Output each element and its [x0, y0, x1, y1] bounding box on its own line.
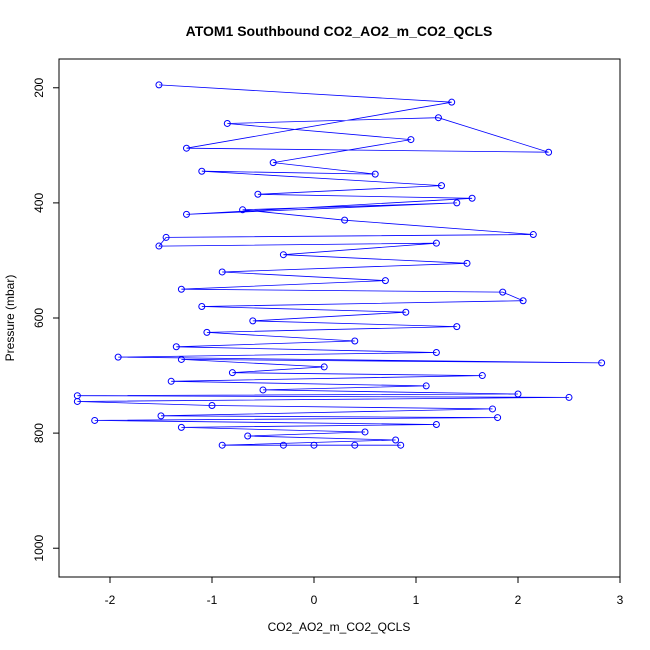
data-point — [223, 119, 231, 127]
data-point — [155, 81, 163, 89]
data-point — [371, 170, 379, 178]
data-point — [172, 343, 180, 351]
y-tick-label: 1000 — [32, 535, 46, 562]
data-point — [254, 190, 262, 198]
data-point — [402, 308, 410, 316]
data-point — [162, 233, 170, 241]
data-point — [407, 136, 415, 144]
data-point — [519, 297, 527, 305]
y-axis-label: Pressure (mbar) — [3, 275, 17, 362]
data-point — [494, 414, 502, 422]
data-point — [392, 436, 400, 444]
chart-title: ATOM1 Southbound CO2_AO2_m_CO2_QCLS — [186, 23, 493, 39]
data-point — [499, 288, 507, 296]
data-point — [91, 416, 99, 424]
y-axis: 200 400 600 800 1000 — [32, 77, 60, 562]
data-point — [468, 194, 476, 202]
data-point — [565, 393, 573, 401]
x-axis-label: CO2_AO2_m_CO2_QCLS — [268, 620, 411, 634]
data-point — [397, 441, 405, 449]
x-tick-label: 3 — [617, 593, 624, 607]
data-point — [463, 259, 471, 267]
data-point — [514, 390, 522, 398]
data-point — [279, 251, 287, 259]
data-point — [157, 412, 165, 420]
data-point — [167, 377, 175, 385]
data-point — [73, 397, 81, 405]
data-point — [218, 441, 226, 449]
data-point — [208, 401, 216, 409]
data-point — [177, 285, 185, 293]
series-layer — [73, 81, 606, 449]
data-point — [361, 428, 369, 436]
y-tick-label: 600 — [32, 308, 46, 328]
data-point — [432, 420, 440, 428]
data-point — [259, 386, 267, 394]
data-point — [269, 159, 277, 167]
data-point — [320, 363, 328, 371]
data-point — [351, 441, 359, 449]
data-point — [545, 148, 553, 156]
data-point — [183, 144, 190, 152]
y-tick-label: 800 — [32, 423, 46, 443]
x-tick-label: -1 — [207, 593, 218, 607]
data-point — [351, 337, 359, 345]
data-point — [228, 369, 236, 377]
data-point — [529, 231, 537, 239]
data-point — [244, 432, 252, 440]
data-point — [489, 405, 496, 413]
data-point — [434, 114, 442, 122]
data-point — [114, 353, 122, 361]
data-point — [218, 268, 226, 276]
plot-area-frame — [58, 58, 621, 578]
data-point — [381, 277, 389, 285]
data-point — [177, 423, 185, 431]
data-point — [249, 317, 257, 325]
x-tick-label: 0 — [311, 593, 318, 607]
x-tick-label: 1 — [413, 593, 420, 607]
data-point — [341, 216, 349, 224]
y-tick-label: 400 — [32, 193, 46, 213]
data-point — [279, 441, 287, 449]
x-tick-label: -2 — [105, 593, 116, 607]
data-point — [453, 199, 461, 207]
data-point — [203, 328, 211, 336]
series-line — [77, 84, 602, 446]
data-point — [155, 242, 163, 250]
data-point — [198, 167, 206, 175]
data-point — [598, 359, 606, 367]
data-point — [310, 441, 318, 449]
data-point — [478, 372, 486, 380]
data-point — [177, 355, 185, 363]
data-point — [198, 302, 206, 310]
data-point — [448, 98, 456, 106]
y-tick-label: 200 — [32, 77, 46, 97]
data-point — [183, 210, 190, 218]
data-point — [422, 382, 430, 390]
x-axis: -2 -1 0 1 2 3 — [105, 576, 624, 607]
x-tick-label: 2 — [515, 593, 522, 607]
data-point — [239, 206, 247, 214]
data-point — [438, 182, 445, 190]
data-point — [432, 349, 440, 357]
data-point — [432, 239, 440, 247]
data-point — [453, 323, 461, 331]
